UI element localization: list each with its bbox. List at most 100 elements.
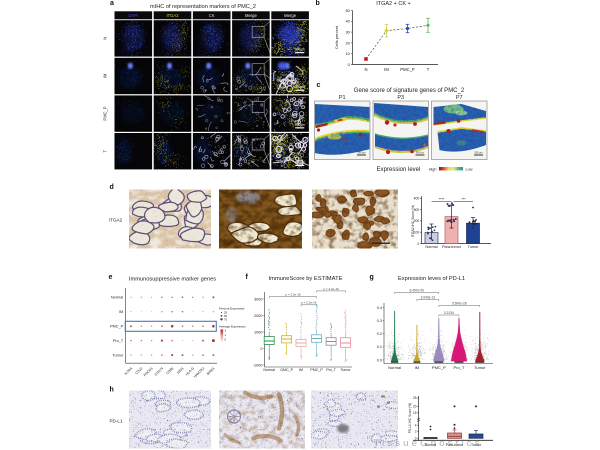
svg-text:Tumor: Tumor (474, 365, 486, 370)
svg-text:0.3: 0.3 (377, 319, 382, 323)
svg-text:h: h (110, 387, 114, 394)
svg-text:SIRE1: SIRE1 (206, 366, 216, 376)
svg-text:0.2: 0.2 (377, 332, 382, 336)
svg-text:ITGA2: ITGA2 (166, 13, 179, 18)
svg-text:0: 0 (415, 436, 417, 440)
svg-text:IL2RA: IL2RA (124, 366, 134, 376)
svg-text:GMC_P: GMC_P (280, 368, 293, 372)
svg-text:P7: P7 (456, 95, 463, 101)
svg-text:T: T (427, 67, 430, 72)
svg-text:30: 30 (345, 30, 350, 35)
svg-text:2: 2 (225, 329, 227, 333)
svg-text:HAVCR2: HAVCR2 (193, 366, 205, 378)
svg-text:PDCD1: PDCD1 (143, 366, 154, 377)
svg-text:PD-L1: PD-L1 (109, 419, 122, 424)
svg-text:Para-tumor: Para-tumor (442, 245, 462, 249)
svg-text:Expression leves of PD-L1: Expression leves of PD-L1 (398, 276, 465, 282)
svg-text:IM: IM (103, 73, 108, 78)
svg-text:0: 0 (225, 338, 227, 342)
svg-text:IM: IM (299, 368, 303, 372)
svg-text:Normal: Normal (263, 368, 275, 372)
svg-text:g: g (370, 274, 374, 281)
svg-text:CD22: CD22 (135, 366, 144, 375)
svg-text:IM: IM (119, 310, 123, 314)
svg-text:p = 2.2e-16: p = 2.2e-16 (285, 293, 301, 297)
svg-text:25: 25 (224, 311, 228, 315)
svg-text:IM: IM (415, 365, 419, 370)
svg-text:200μm: 200μm (295, 48, 305, 52)
svg-text:50: 50 (345, 8, 350, 13)
svg-text:0: 0 (417, 242, 419, 246)
svg-text:DAPI: DAPI (128, 13, 138, 18)
svg-text:ITGA2: ITGA2 (109, 218, 123, 223)
svg-text:PMC_P: PMC_P (103, 106, 108, 120)
svg-text:Average Expression: Average Expression (219, 325, 246, 329)
svg-text:Normal: Normal (388, 365, 401, 370)
svg-text:HLA-G: HLA-G (185, 366, 195, 376)
svg-text:c: c (317, 82, 321, 89)
svg-text:T: T (103, 149, 108, 152)
svg-text:p = 2.2e-16: p = 2.2e-16 (301, 301, 317, 305)
svg-text:0.0: 0.0 (377, 358, 382, 362)
svg-text:-1000: -1000 (253, 363, 263, 367)
svg-text:300: 300 (414, 208, 420, 212)
svg-text:High: High (429, 167, 437, 171)
svg-text:p = 2.2e-16: p = 2.2e-16 (323, 287, 339, 291)
svg-text:0.1: 0.1 (377, 345, 382, 349)
svg-text:Tumor: Tumor (340, 368, 351, 372)
svg-text:3000: 3000 (254, 297, 262, 301)
svg-text:200μm: 200μm (295, 85, 305, 89)
svg-text:N: N (103, 37, 108, 40)
svg-text:Tumor: Tumor (112, 353, 124, 357)
svg-text:1: 1 (225, 333, 227, 337)
svg-text:Normal: Normal (425, 443, 437, 447)
svg-text:200: 200 (414, 219, 420, 223)
svg-text:PD-L1 IHC Score (%): PD-L1 IHC Score (%) (408, 403, 412, 433)
svg-text:PMC_P: PMC_P (432, 365, 446, 370)
svg-text:Gene score of signature genes: Gene score of signature genes of PMC_2 (354, 88, 465, 94)
svg-text:Merge: Merge (245, 13, 258, 18)
svg-text:a: a (110, 0, 114, 7)
svg-text:P1: P1 (339, 95, 346, 101)
svg-text:ITGA2 + CK +: ITGA2 + CK + (376, 1, 411, 7)
svg-text:****: **** (439, 198, 445, 202)
svg-text:PMC_P: PMC_P (110, 325, 124, 329)
svg-text:PMC_P: PMC_P (310, 368, 323, 372)
svg-text:Percent Expressed: Percent Expressed (219, 307, 245, 311)
svg-text:100: 100 (414, 231, 420, 235)
svg-text:5.690e-28: 5.690e-28 (452, 301, 467, 305)
svg-text:25: 25 (413, 396, 417, 400)
svg-text:IDO1: IDO1 (176, 366, 185, 375)
svg-text:2000: 2000 (254, 314, 262, 318)
svg-text:Expression level: Expression level (377, 167, 421, 173)
svg-text:PMC_P: PMC_P (400, 67, 415, 72)
svg-text:***: *** (461, 198, 466, 202)
svg-text:2: 2 (415, 430, 417, 434)
svg-text:15: 15 (413, 411, 417, 415)
svg-text:Normal: Normal (111, 296, 123, 300)
svg-text:0: 0 (260, 347, 262, 351)
svg-text:N: N (364, 67, 367, 72)
svg-text:Pro_T: Pro_T (454, 365, 465, 370)
svg-text:Tumor: Tumor (471, 443, 482, 447)
svg-text:4: 4 (415, 423, 417, 427)
svg-text:f: f (246, 274, 249, 281)
svg-text:Tumor: Tumor (468, 245, 480, 249)
svg-text:CD274: CD274 (154, 366, 164, 376)
svg-text:IM: IM (384, 67, 389, 72)
svg-text:20: 20 (413, 405, 417, 409)
svg-text:40: 40 (345, 19, 350, 24)
svg-text:ImmuneScore by ESTIMATE: ImmuneScore by ESTIMATE (269, 276, 343, 282)
svg-text:200μm: 200μm (295, 160, 305, 164)
svg-text:Cells percent: Cells percent (334, 25, 339, 49)
svg-text:ITGA2 IHC Score (%): ITGA2 IHC Score (%) (411, 205, 415, 238)
svg-text:1000: 1000 (254, 330, 262, 334)
svg-text:6.457e-05: 6.457e-05 (410, 288, 425, 292)
svg-text:mIHC of representation markers: mIHC of representation markers of PMC_2 (150, 4, 256, 10)
svg-text:10: 10 (345, 51, 350, 56)
svg-text:50: 50 (224, 314, 228, 318)
svg-text:400: 400 (414, 197, 420, 201)
svg-text:CD86: CD86 (165, 366, 174, 375)
svg-text:Immunosuppressive marker genes: Immunosuppressive marker genes (129, 277, 216, 283)
svg-text:d: d (110, 184, 114, 191)
